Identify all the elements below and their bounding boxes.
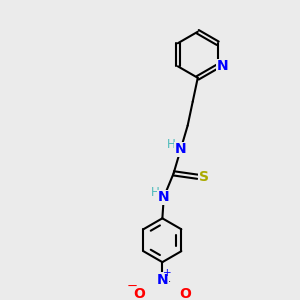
Text: N: N: [158, 190, 169, 204]
Text: O: O: [134, 286, 145, 300]
Text: O: O: [179, 286, 191, 300]
Text: S: S: [199, 170, 209, 184]
Text: +: +: [163, 268, 172, 278]
Text: N: N: [175, 142, 186, 157]
Text: H: H: [167, 138, 176, 151]
Text: N: N: [157, 273, 168, 286]
Text: N: N: [217, 59, 229, 73]
Text: −: −: [127, 280, 138, 293]
Text: H: H: [150, 186, 159, 199]
